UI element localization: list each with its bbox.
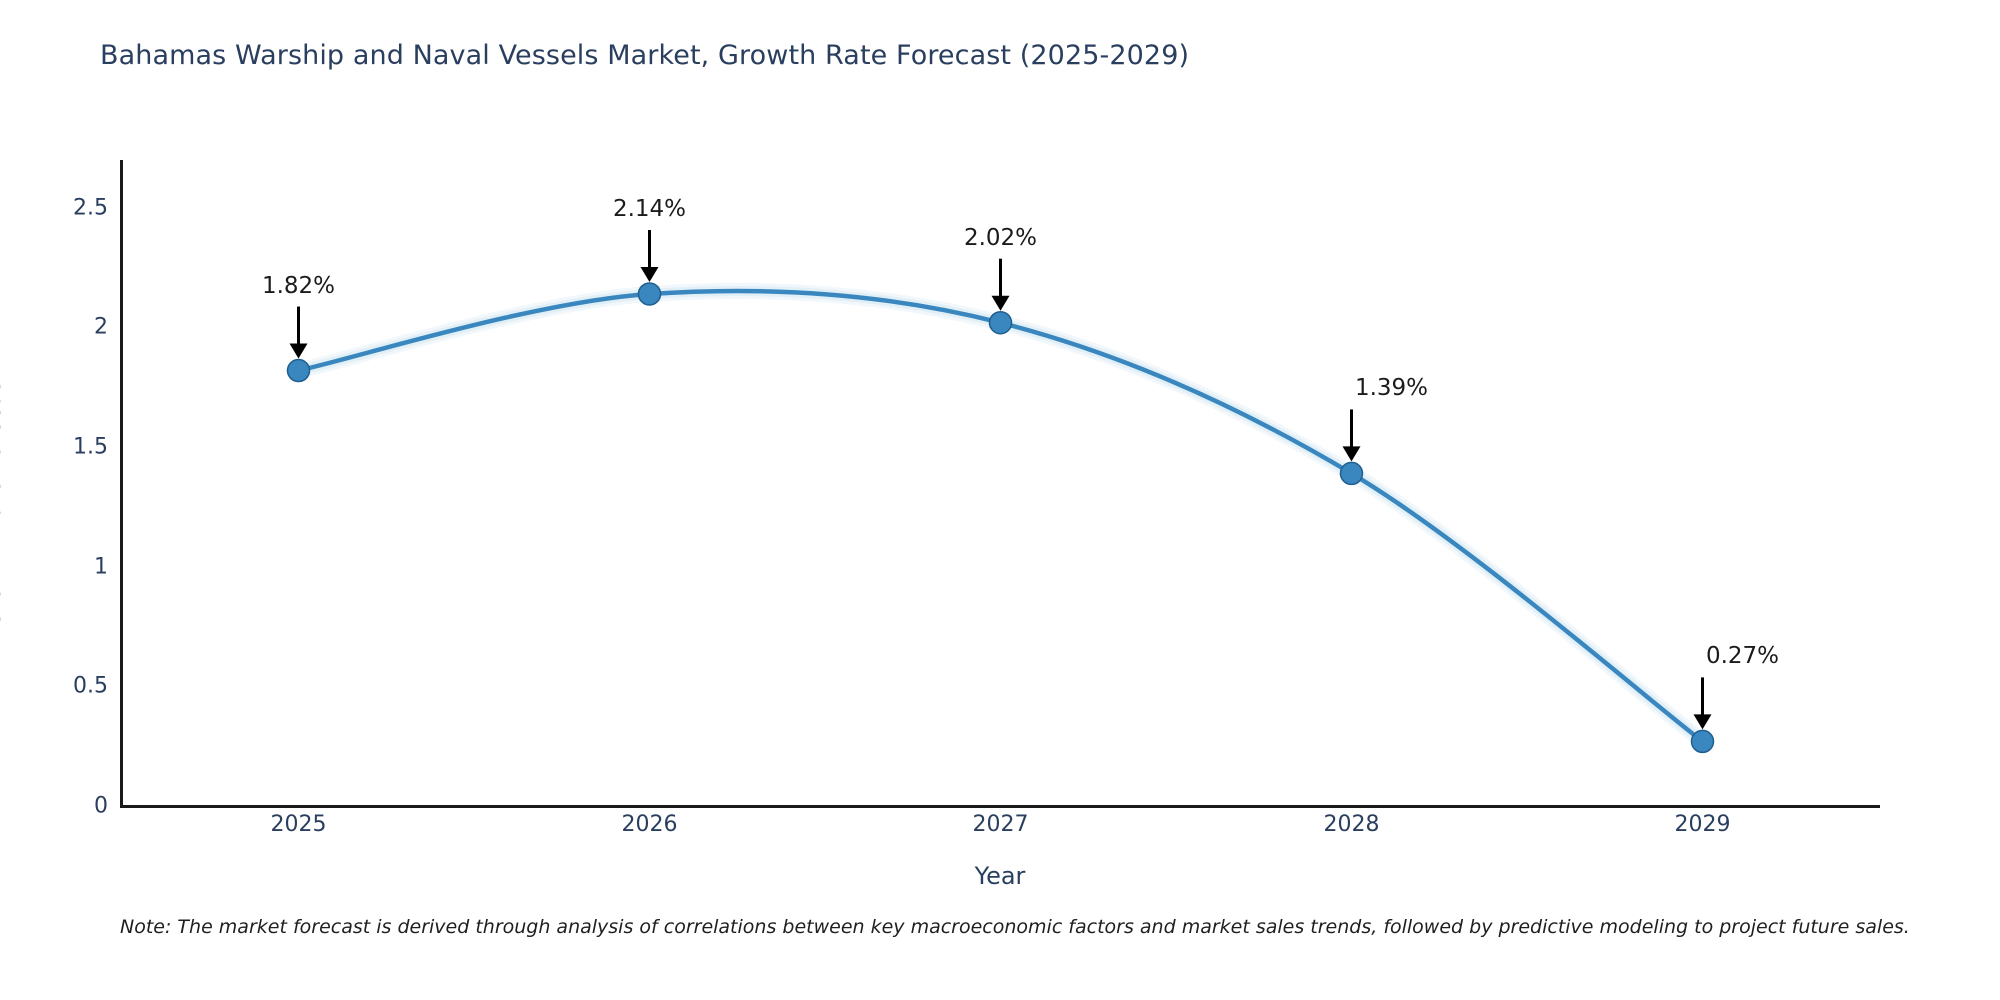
x-tick-label: 2025 [270,812,327,837]
y-tick-label: 0 [94,793,108,819]
annotation-arrow-head [1693,714,1712,730]
chart-title: Bahamas Warship and Naval Vessels Market… [100,40,1190,71]
x-tick-label: 2029 [1674,812,1731,837]
y-tick-label: 1 [94,554,108,580]
data-point-label: 2.02% [963,224,1038,251]
y-tick-label: 2 [94,314,108,340]
data-point-label: 1.39% [1354,375,1429,402]
y-tick-label: 0.5 [73,673,108,699]
data-point-marker[interactable] [1690,729,1715,754]
data-point-label: 1.82% [261,272,336,299]
x-tick-label: 2026 [621,812,678,837]
annotation-arrow-head [640,266,659,282]
annotation-arrow-head [1342,446,1361,462]
data-point-marker[interactable] [988,310,1013,335]
y-tick-label: 2.5 [73,195,108,221]
series-line [296,288,1705,744]
x-axis-title: Year [974,862,1026,890]
data-point-label: 2.14% [612,195,687,222]
footnote: Note: The market forecast is derived thr… [120,916,1910,938]
data-point-marker[interactable] [286,358,311,383]
y-axis-line [120,160,123,808]
data-point-label: 0.27% [1705,643,1780,670]
data-point-marker[interactable] [1339,461,1364,486]
y-tick-label: 1.5 [73,434,108,460]
x-axis-line [120,805,1880,808]
x-tick-label: 2028 [1323,812,1380,837]
annotation-arrow-head [289,343,308,359]
series-glow [290,282,1711,750]
series-glow [293,285,1708,747]
x-tick-label: 2027 [972,812,1029,837]
y-axis-title: Growth Rate Forecast [0,370,6,630]
annotation-arrow-head [991,295,1010,311]
data-point-marker[interactable] [637,282,662,306]
